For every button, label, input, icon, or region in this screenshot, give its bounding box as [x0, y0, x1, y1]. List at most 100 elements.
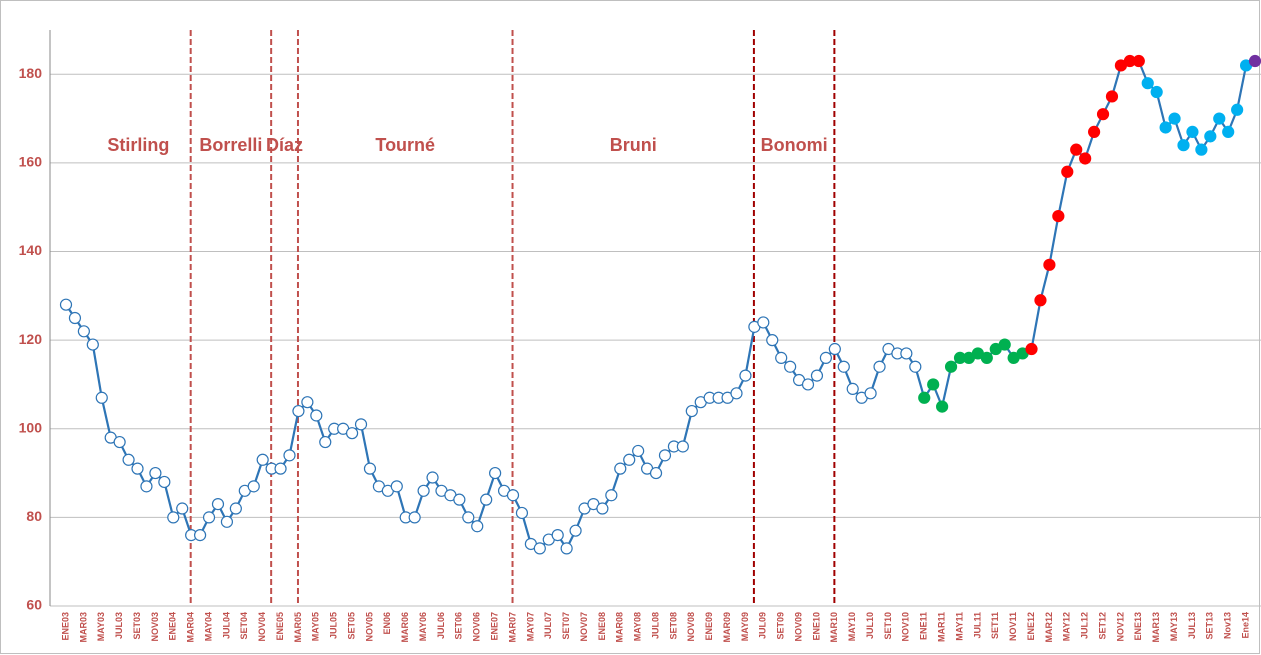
- point: [310, 409, 323, 422]
- x-tick-label: MAY13: [1169, 612, 1179, 641]
- x-tick-label: MAY07: [525, 612, 535, 641]
- x-tick-label: NOV11: [1008, 612, 1018, 641]
- point: [605, 489, 618, 502]
- x-tick-label: SET05: [346, 612, 356, 640]
- point: [1025, 342, 1038, 356]
- point: [283, 449, 296, 462]
- point: [1177, 139, 1190, 152]
- point: [819, 351, 833, 364]
- x-tick-label: MAR09: [722, 612, 732, 643]
- point: [1061, 165, 1074, 178]
- y-tick-label: 160: [19, 154, 43, 170]
- point: [220, 515, 234, 528]
- point: [354, 418, 368, 431]
- point: [846, 382, 859, 395]
- point: [1070, 143, 1083, 156]
- point: [649, 466, 663, 480]
- x-tick-label: SET07: [561, 612, 571, 640]
- point: [122, 453, 135, 466]
- point: [363, 462, 377, 475]
- point: [292, 404, 305, 418]
- point: [471, 520, 484, 533]
- x-tick-label: SET08: [668, 612, 678, 640]
- x-tick-label: MAR03: [78, 612, 88, 643]
- point: [453, 493, 466, 506]
- point: [68, 311, 82, 325]
- x-tick-label: ENE03: [60, 612, 70, 641]
- point: [247, 480, 260, 493]
- x-tick-label: NOV04: [257, 612, 267, 642]
- point: [658, 449, 672, 462]
- point: [274, 462, 287, 475]
- point: [390, 480, 403, 493]
- point: [998, 338, 1011, 351]
- x-tick-label: ENE05: [275, 612, 285, 641]
- x-tick-label: MAY10: [847, 612, 857, 641]
- period-label: Stirling: [107, 135, 169, 155]
- x-tick-label: JUL11: [972, 612, 982, 639]
- x-tick-label: SET04: [239, 612, 249, 640]
- x-tick-label: NOV05: [364, 612, 374, 642]
- point: [918, 391, 931, 404]
- x-tick-label: Ene14: [1240, 612, 1250, 639]
- x-tick-label: JUL04: [221, 612, 231, 639]
- point: [345, 427, 359, 440]
- point: [909, 360, 922, 373]
- point: [194, 529, 207, 542]
- y-tick-label: 100: [19, 419, 43, 435]
- point: [1052, 209, 1065, 223]
- point: [1087, 125, 1101, 139]
- point: [202, 511, 216, 524]
- period-label: Borrelli: [199, 135, 262, 155]
- point: [784, 360, 797, 373]
- x-tick-label: ENE12: [1026, 612, 1036, 641]
- y-tick-label: 120: [19, 331, 43, 347]
- period-label: Tourné: [375, 135, 435, 155]
- x-tick-label: JUL05: [329, 612, 339, 639]
- point: [837, 360, 850, 373]
- x-tick-label: NOV06: [472, 612, 482, 642]
- point: [560, 542, 573, 555]
- point: [730, 387, 743, 400]
- x-tick-label: ENE11: [919, 612, 929, 640]
- x-tick-label: JUL12: [1080, 612, 1090, 639]
- x-tick-label: MAR12: [1044, 612, 1054, 643]
- point: [739, 369, 752, 382]
- x-tick-label: SET03: [132, 612, 142, 640]
- x-tick-label: JUL10: [865, 612, 875, 639]
- x-tick-label: MAY08: [633, 612, 643, 641]
- x-tick-label: NOV10: [901, 612, 911, 642]
- x-tick-label: NOV09: [793, 612, 803, 642]
- point: [873, 360, 886, 373]
- x-tick-label: MAR07: [507, 612, 517, 643]
- y-tick-label: 180: [19, 65, 43, 81]
- point: [676, 440, 689, 453]
- point: [810, 369, 824, 382]
- period-label: Bruni: [610, 135, 657, 155]
- x-tick-label: Nov13: [1223, 612, 1233, 639]
- point: [176, 502, 189, 515]
- point: [1105, 90, 1119, 103]
- point: [319, 435, 332, 449]
- x-tick-label: MAR06: [400, 612, 410, 643]
- point: [301, 396, 314, 409]
- point: [757, 316, 770, 329]
- x-tick-label: SET10: [883, 612, 893, 640]
- point: [149, 466, 162, 480]
- point: [1141, 77, 1154, 90]
- x-tick-label: MAY03: [96, 612, 106, 641]
- point: [426, 471, 439, 484]
- x-tick-label: SET09: [776, 612, 786, 640]
- point: [158, 475, 171, 489]
- x-tick-label: ENE08: [597, 612, 607, 641]
- point: [1186, 125, 1199, 139]
- x-tick-label: MAR13: [1151, 612, 1161, 643]
- x-tick-label: SET06: [454, 612, 464, 640]
- x-tick-label: ENE04: [168, 612, 178, 641]
- point: [408, 511, 421, 524]
- period-label: Bonomi: [761, 135, 828, 155]
- y-tick-label: 60: [26, 597, 42, 613]
- x-tick-label: MAY05: [311, 612, 321, 641]
- x-tick-label: EN06: [382, 612, 392, 635]
